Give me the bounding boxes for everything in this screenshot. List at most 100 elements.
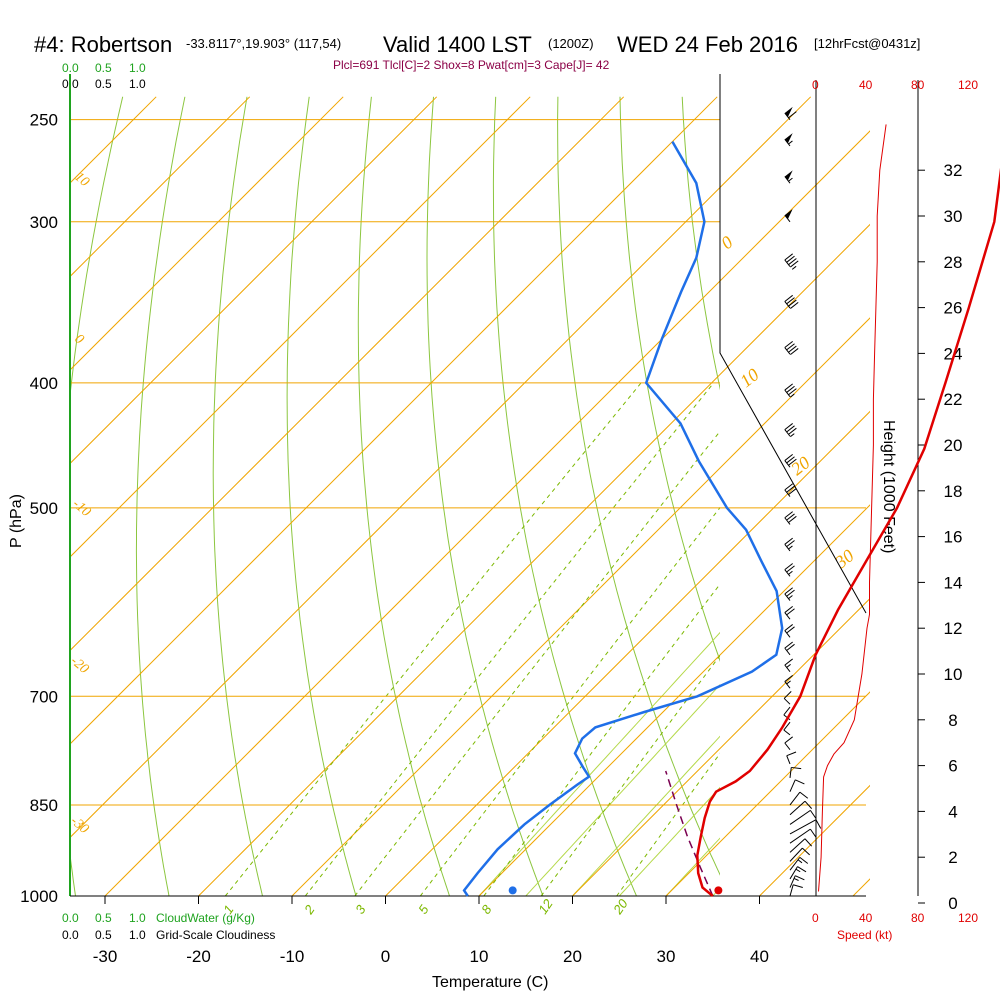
wind-barb-feather: [784, 483, 793, 491]
wind-barb-half-feather: [788, 595, 793, 600]
wind-barb: [784, 641, 795, 656]
dry-adiabat-line: [619, 96, 720, 662]
moist-adiabat-line: [572, 735, 720, 896]
cloudiness-tick: 0.0: [62, 928, 79, 942]
wind-barb-feather: [784, 605, 793, 613]
wind-barb: [783, 690, 792, 705]
wind-barb-half-feather: [786, 680, 791, 685]
wind-barb-feather: [784, 423, 793, 431]
wind-barb-feather: [797, 866, 807, 873]
speed-tick: 40: [859, 911, 873, 925]
wind-barb-feather: [795, 779, 805, 785]
mixing-ratio-lines: [224, 382, 720, 896]
wind-barb-feather: [786, 297, 795, 305]
isotherm-label: -30: [67, 814, 91, 837]
temperature-line: [696, 167, 1000, 897]
height-tick-label: 18: [944, 482, 963, 501]
wind-barb-staff: [784, 301, 791, 309]
wind-barb-feather: [790, 301, 799, 309]
wind-barb-feather: [786, 565, 795, 573]
wind-barb: [784, 423, 797, 438]
mixing-ratio-line: [616, 752, 720, 896]
wind-barb-half-feather: [788, 177, 793, 182]
dry-adiabat-line: [135, 96, 186, 896]
moist-adiabat-line: [618, 786, 720, 896]
isotherm-line: [70, 96, 251, 278]
dry-adiabat-line: [557, 96, 720, 876]
wind-barb: [784, 170, 793, 184]
wind-barb: [784, 294, 799, 309]
isotherm-line: [478, 504, 870, 896]
pressure-axis-ticks: 250 300 400 500 700 850 1000: [20, 111, 58, 906]
wind-barb-staff: [784, 664, 791, 673]
wind-barb: [784, 511, 797, 525]
height-tick-label: 14: [944, 573, 963, 592]
mixing-ratio-labels: 1 2 3 5 8 12 20: [220, 896, 631, 918]
wind-barb: [789, 800, 813, 816]
wind-barb-staff: [789, 809, 811, 825]
wind-barb-feather: [799, 791, 809, 799]
pressure-tick-label: 300: [30, 213, 58, 232]
height-tick-label: 10: [944, 665, 963, 684]
wind-barb: [784, 658, 793, 673]
x-tick-label: 10: [470, 947, 489, 966]
station-coords: -33.8117°,19.903° (117,54): [186, 36, 341, 51]
x-tick-label: 20: [563, 947, 582, 966]
wind-barb-staff: [784, 429, 791, 437]
mixing-ratio-line: [419, 506, 720, 896]
wind-barb: [789, 766, 802, 779]
wind-barb-pennant: [784, 170, 793, 181]
mixing-ratio-line: [540, 654, 720, 896]
pressure-tick-label: 500: [30, 499, 58, 518]
cloud-water-tick: 1.0: [129, 61, 146, 75]
speed-scale-bottom: 0 40 80 120 Speed (kt): [812, 911, 978, 942]
station-title: #4: Robertson: [34, 32, 172, 57]
mixing-ratio-label: 20: [610, 896, 632, 918]
wind-barb-half-feather: [788, 140, 793, 145]
cloud-water-tick: 0.5: [95, 911, 112, 925]
isotherms: [70, 96, 870, 896]
mixing-ratio-label: 12: [535, 896, 556, 917]
wind-barb-feather: [786, 485, 795, 493]
wind-barb-staff: [789, 779, 796, 792]
wind-barb-pennant: [784, 208, 793, 220]
wind-barb: [784, 253, 799, 270]
dry-adiabat-line: [357, 96, 451, 896]
wind-barb-staff: [789, 828, 811, 844]
wind-barb-staff: [789, 866, 798, 880]
wind-barb-feather: [783, 706, 791, 716]
wind-barb: [789, 809, 817, 825]
x-tick-label: 30: [657, 947, 676, 966]
wind-barb-feather: [784, 453, 793, 461]
cloud-scale-top: 0.0 0.5 1.0 0.0 0.5 1.0: [62, 61, 146, 91]
wind-barb-feather: [786, 626, 795, 634]
wind-barb: [784, 383, 797, 398]
wind-barb-feather: [784, 736, 793, 744]
wind-barb-feather: [788, 458, 797, 466]
isotherm-label: 10: [71, 170, 91, 190]
cloud-water-tick: 0.5: [95, 61, 112, 75]
wind-barb-staff: [789, 875, 796, 888]
isobars: [70, 119, 866, 897]
wind-barb-staff: [786, 755, 791, 765]
x-tick-label: -10: [280, 947, 305, 966]
wind-barb-feather: [786, 456, 795, 464]
wind-barb-feather: [786, 513, 795, 521]
date-label: WED 24 Feb 2016: [617, 32, 798, 57]
wind-barb-feather: [804, 838, 813, 847]
isotherm-line: [665, 691, 870, 896]
wind-barb-feather: [784, 563, 793, 571]
wind-barb-feather: [799, 856, 809, 864]
wind-barb-feather: [815, 819, 822, 829]
cloudiness-tick: 0.5: [95, 77, 112, 91]
speed-tick: 0: [812, 78, 819, 92]
wind-barb-half-feather: [797, 859, 803, 864]
wind-barb-feather: [784, 383, 793, 391]
isotherm-line: [385, 410, 870, 896]
wind-barb-feather: [784, 641, 793, 649]
mixing-ratio-label: 8: [478, 902, 495, 917]
wind-barb-feather: [786, 608, 795, 616]
pressure-tick-label: 1000: [20, 887, 58, 906]
wind-barb: [789, 847, 811, 862]
wind-barb: [789, 838, 813, 853]
